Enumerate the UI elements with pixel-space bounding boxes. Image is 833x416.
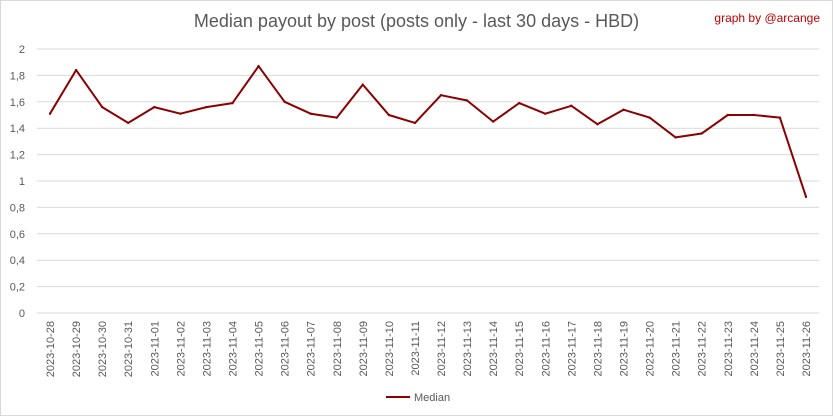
- data-point: [778, 116, 782, 119]
- data-point: [648, 116, 651, 119]
- x-tick-label: 2023-11-15: [514, 321, 526, 376]
- data-point: [153, 105, 156, 109]
- data-point: [100, 105, 104, 109]
- data-point: [726, 113, 729, 117]
- data-point: [544, 112, 547, 115]
- x-tick-label: 2023-11-06: [280, 321, 292, 376]
- x-tick-label: 2023-11-26: [801, 321, 813, 376]
- y-tick-label: 0,6: [10, 229, 25, 241]
- x-tick-label: 2023-10-31: [123, 321, 135, 377]
- data-point: [622, 108, 625, 111]
- x-tick-label: 2023-11-13: [462, 321, 474, 376]
- data-point: [257, 64, 260, 68]
- x-tick-label: 2023-11-22: [697, 321, 709, 376]
- y-tick-label: 1: [19, 176, 25, 188]
- y-tick-label: 0,4: [10, 255, 25, 267]
- y-tick-label: 1,8: [10, 70, 25, 82]
- data-point: [179, 112, 182, 115]
- y-tick-label: 1,2: [10, 150, 25, 162]
- x-tick-label: 2023-11-11: [410, 321, 422, 376]
- data-point: [283, 100, 286, 104]
- data-point: [518, 101, 521, 105]
- data-point: [465, 99, 469, 102]
- y-tick-label: 1,4: [10, 123, 25, 135]
- x-tick-label: 2023-11-08: [332, 321, 344, 376]
- data-point: [387, 113, 391, 117]
- data-point: [570, 104, 573, 107]
- x-tick-label: 2023-11-04: [228, 321, 240, 376]
- x-tick-label: 2023-11-03: [201, 321, 213, 376]
- data-point: [309, 112, 312, 115]
- x-tick-label: 2023-11-16: [540, 321, 552, 376]
- x-tick-label: 2023-11-09: [358, 321, 370, 376]
- x-tick-label: 2023-11-14: [488, 321, 500, 376]
- series-line-median: [49, 65, 807, 198]
- y-tick-label: 0,2: [10, 282, 25, 294]
- data-point: [48, 112, 52, 115]
- credit-label: graph by @arcange: [714, 11, 820, 25]
- y-tick-label: 0,8: [10, 202, 25, 214]
- data-point: [361, 83, 365, 86]
- x-tick-label: 2023-10-29: [71, 321, 83, 377]
- x-tick-label: 2023-11-24: [749, 321, 761, 376]
- y-tick-label: 0: [19, 308, 25, 320]
- x-tick-label: 2023-11-17: [566, 321, 578, 376]
- x-tick-label: 2023-11-23: [723, 321, 735, 376]
- data-point: [700, 132, 703, 135]
- data-point: [74, 68, 78, 72]
- data-point: [491, 120, 495, 123]
- data-point: [335, 116, 338, 119]
- data-point: [674, 136, 677, 139]
- legend-label: Median: [414, 392, 450, 404]
- data-point: [205, 105, 208, 109]
- data-point: [596, 123, 599, 126]
- x-tick-label: 2023-10-30: [97, 321, 109, 377]
- x-tick-label: 2023-10-28: [45, 321, 57, 377]
- x-tick-label: 2023-11-12: [436, 321, 448, 376]
- x-tick-label: 2023-11-21: [671, 321, 683, 376]
- data-point: [439, 94, 443, 97]
- y-tick-label: 1,6: [10, 97, 25, 109]
- x-tick-label: 2023-11-25: [775, 321, 787, 376]
- x-tick-label: 2023-11-18: [592, 321, 604, 376]
- chart-title: Median payout by post (posts only - last…: [193, 11, 640, 31]
- x-tick-label: 2023-11-07: [306, 321, 318, 376]
- x-tick-label: 2023-11-20: [645, 321, 657, 376]
- y-tick-label: 2: [19, 44, 25, 56]
- x-tick-label: 2023-11-19: [619, 321, 631, 376]
- x-tick-label: 2023-11-05: [254, 321, 266, 376]
- x-tick-label: 2023-11-01: [149, 321, 161, 376]
- data-point: [231, 101, 234, 105]
- x-tick-label: 2023-11-02: [175, 321, 187, 376]
- data-point: [804, 195, 808, 199]
- data-point: [413, 121, 417, 125]
- data-point: [752, 113, 756, 117]
- x-tick-label: 2023-11-10: [384, 321, 396, 376]
- data-point: [127, 121, 130, 125]
